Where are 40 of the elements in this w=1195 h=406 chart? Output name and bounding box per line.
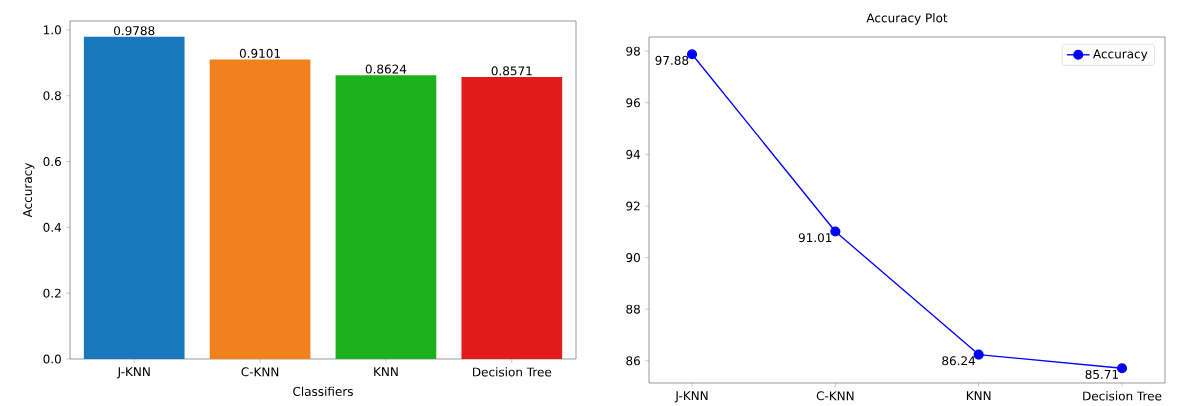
y-tick-label: 92: [626, 201, 640, 211]
data-label: 85.71: [1085, 369, 1118, 379]
y-tick-label: 0.6: [43, 156, 61, 166]
y-tick-label: 0.0: [43, 354, 61, 364]
bar: [335, 74, 437, 359]
y-tick-label: 0.2: [43, 288, 61, 298]
y-tick-label: 1.0: [43, 25, 61, 35]
data-label: 97.88: [655, 55, 689, 65]
data-label: 86.24: [942, 356, 976, 366]
y-tick-label: 86: [626, 356, 640, 366]
chart-title: Accuracy Plot: [866, 12, 948, 25]
x-tick-label: C-KNN: [816, 391, 854, 401]
y-tick-label: 90: [626, 252, 640, 262]
y-tick-label: 98: [626, 46, 640, 56]
y-tick-label: 88: [626, 304, 640, 314]
bar: [83, 36, 185, 359]
data-label: 91.01: [798, 232, 832, 242]
bar: [461, 76, 563, 359]
y-tick-label: 0.8: [43, 90, 61, 101]
x-tick-label: KNN: [374, 367, 398, 376]
x-tick-label: Decision Tree: [473, 367, 552, 377]
bar: [209, 59, 311, 359]
legend-label: Accuracy: [1093, 49, 1148, 61]
x-axis-title: Classifiers: [293, 386, 353, 396]
point: [973, 349, 984, 360]
x-tick-label: J-KNN: [116, 367, 150, 379]
data-label: 0.9788: [114, 25, 155, 36]
point: [1116, 363, 1128, 374]
y-axis-title: Accuracy: [23, 162, 35, 218]
x-tick-label: C-KNN: [241, 367, 279, 377]
x-tick-label: KNN: [966, 391, 991, 400]
point: [830, 226, 841, 237]
y-tick-label: 96: [626, 98, 640, 108]
data-label: 0.8624: [365, 64, 407, 74]
y-tick-label: 0.4: [43, 222, 62, 232]
y-tick-label: 94: [626, 149, 641, 159]
x-tick-label: Decision Tree: [1083, 391, 1162, 401]
data-label: 0.8571: [491, 66, 532, 76]
data-label: 0.9101: [239, 48, 280, 58]
x-tick-label: J-KNN: [674, 391, 708, 403]
